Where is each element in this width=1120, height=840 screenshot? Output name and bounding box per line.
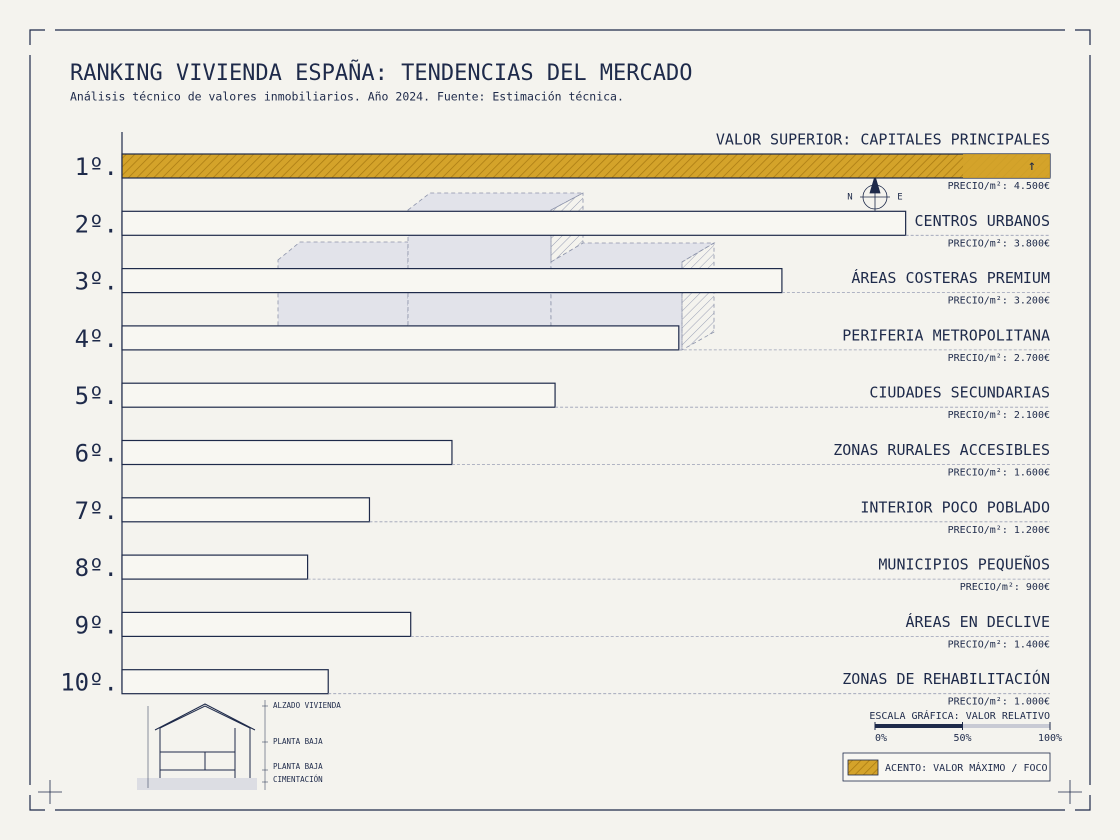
house-label: ALZADO VIVIENDA — [273, 701, 341, 710]
compass-label: N — [847, 193, 852, 203]
bar — [121, 325, 680, 351]
rank-label: 7º. — [75, 497, 118, 525]
highlight-marker: ↑ — [1028, 158, 1036, 174]
value-label: PRECIO/m²: 3.200€ — [948, 296, 1050, 307]
bar — [121, 439, 453, 466]
legend-swatch — [847, 759, 879, 776]
value-label: PRECIO/m²: 1.600€ — [948, 468, 1050, 479]
bar — [121, 210, 907, 236]
compass-label: E — [897, 193, 902, 203]
legend-label: ACENTO: VALOR MÁXIMO / FOCO — [885, 761, 1048, 774]
rank-label: 10º. — [60, 669, 118, 697]
value-label: PRECIO/m²: 1.000€ — [948, 697, 1050, 708]
bar-accent — [963, 154, 1050, 178]
bar — [121, 554, 309, 580]
rank-label: 2º. — [75, 210, 118, 238]
house-label: PLANTA BAJA — [273, 762, 323, 771]
bar — [121, 669, 329, 695]
scale-bar-fill — [875, 724, 963, 728]
category-label: ZONAS RURALES ACCESIBLES — [833, 441, 1050, 459]
bar — [121, 382, 556, 408]
rank-label: 8º. — [75, 554, 118, 582]
compass — [860, 174, 890, 214]
rank-label: 6º. — [75, 440, 118, 468]
bar — [121, 153, 1051, 179]
category-label: CIUDADES SECUNDARIAS — [869, 384, 1050, 402]
value-label: PRECIO/m²: 900€ — [960, 582, 1050, 593]
chart-subtitle: Análisis técnico de valores inmobiliario… — [70, 90, 624, 104]
value-label: PRECIO/m²: 1.200€ — [948, 525, 1050, 536]
bar — [121, 611, 412, 638]
scale-tick-label: 0% — [875, 733, 887, 744]
bar — [121, 268, 783, 294]
category-label: ÁREAS COSTERAS PREMIUM — [851, 268, 1050, 287]
rank-label: 9º. — [75, 611, 118, 639]
bar — [121, 497, 371, 523]
category-label: CENTROS URBANOS — [915, 212, 1050, 230]
rank-label: 1º. — [75, 153, 118, 181]
rank-label: 4º. — [75, 325, 118, 353]
rank-label: 5º. — [75, 382, 118, 410]
house-label: PLANTA BAJA — [273, 737, 323, 746]
frame — [29, 29, 1091, 811]
category-label: ÁREAS EN DECLIVE — [906, 612, 1051, 631]
category-label: VALOR SUPERIOR: CAPITALES PRINCIPALES — [716, 131, 1050, 149]
house-drawing — [137, 700, 268, 790]
house-label: CIMENTACIÓN — [273, 775, 323, 784]
value-label: PRECIO/m²: 1.400€ — [948, 639, 1050, 650]
value-label: PRECIO/m²: 3.800€ — [948, 238, 1050, 249]
scale-title: ESCALA GRÁFICA: VALOR RELATIVO — [869, 709, 1050, 722]
value-label: PRECIO/m²: 4.500€ — [948, 181, 1050, 192]
category-label: MUNICIPIOS PEQUEÑOS — [878, 555, 1050, 574]
scale-tick-label: 100% — [1038, 733, 1062, 744]
category-label: PERIFERIA METROPOLITANA — [842, 326, 1050, 344]
rank-label: 3º. — [75, 268, 118, 296]
chart-title: RANKING VIVIENDA ESPAÑA: TENDENCIAS DEL … — [70, 59, 693, 86]
value-label: PRECIO/m²: 2.100€ — [948, 410, 1050, 421]
category-label: INTERIOR POCO POBLADO — [860, 498, 1050, 516]
value-label: PRECIO/m²: 2.700€ — [948, 353, 1050, 364]
scale-tick-label: 50% — [953, 733, 971, 744]
category-label: ZONAS DE REHABILITACIÓN — [842, 669, 1050, 688]
